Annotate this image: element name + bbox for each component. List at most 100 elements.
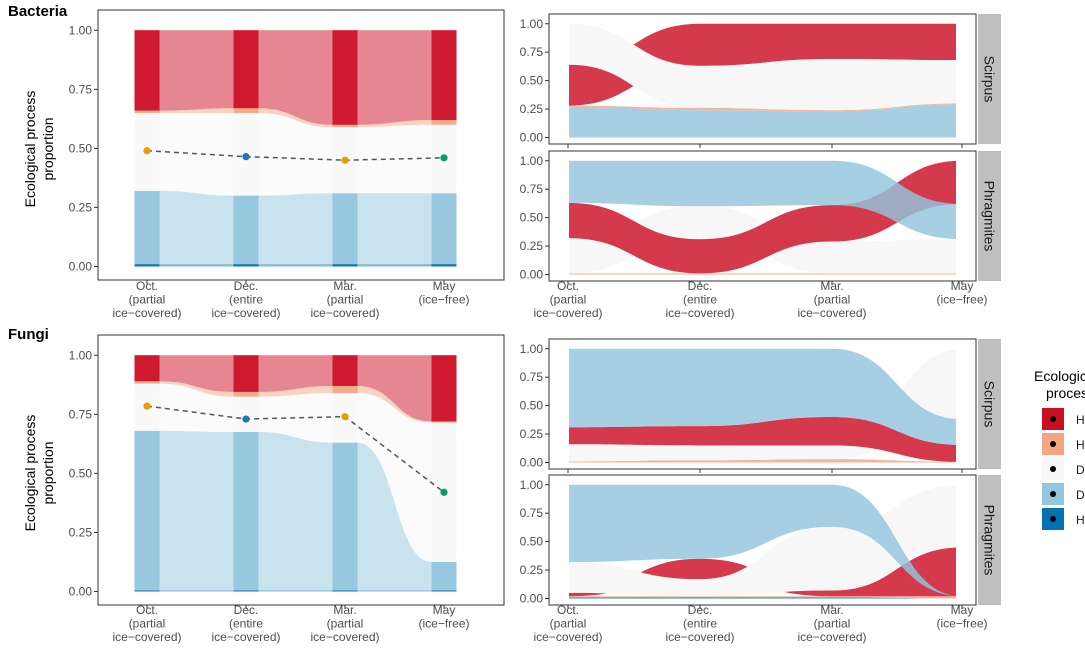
plot-border — [548, 13, 977, 145]
y-tick-label: 0.00 — [520, 592, 544, 606]
bar-hos — [332, 355, 358, 386]
legend: Ecological process HoS HD DR DL HeS — [1034, 368, 1085, 530]
x-tick-label: Mar. — [820, 603, 843, 617]
bar-hos — [134, 30, 160, 111]
bar-hd — [233, 391, 259, 397]
ylabel-line2: proportion — [40, 117, 56, 180]
y-tick-label: 0.50 — [520, 74, 544, 88]
flow-hos — [568, 160, 962, 274]
bar-dr — [233, 396, 259, 433]
y-tick-label: 0.25 — [520, 239, 544, 253]
flow-dr — [568, 23, 962, 111]
bar-dl — [431, 561, 457, 591]
x-tick-label: May — [951, 279, 974, 293]
x-tick-label: Oct. — [557, 279, 579, 293]
dr-point — [341, 156, 349, 164]
y-tick-label: 0.00 — [69, 260, 93, 274]
flow-hes — [134, 264, 457, 267]
dr-point — [341, 413, 349, 421]
facet-label: Scirpus — [982, 56, 998, 103]
legend-dot — [1050, 441, 1056, 447]
flow-hos — [134, 355, 457, 422]
y-tick-label: 0.00 — [520, 456, 544, 470]
flow-hd — [568, 103, 962, 112]
bar-dl — [134, 190, 160, 265]
dr-point — [242, 153, 250, 161]
x-tick-label: (ice−free) — [418, 293, 469, 307]
dr-point — [143, 147, 151, 155]
bar-hd — [134, 381, 160, 384]
panel-bacteria-phragmites: 0.000.250.500.751.00Oct.(partialice−cove… — [520, 150, 1001, 320]
flow-dl — [568, 348, 962, 445]
plot-border — [548, 150, 977, 282]
panel-title: Bacteria — [8, 3, 68, 20]
panel-fungi-all: Fungi Ecological process proportion 0.00… — [8, 326, 505, 644]
y-tick-label: 0.75 — [69, 407, 93, 421]
flow-hd — [568, 596, 962, 599]
x-tick-label: (ice−free) — [418, 617, 469, 631]
x-tick-label: Oct. — [557, 603, 579, 617]
x-tick-label: (partial — [814, 293, 851, 307]
x-tick-label: (partial — [550, 293, 587, 307]
bar-dl — [134, 430, 160, 591]
panel-title: Fungi — [8, 326, 49, 343]
x-tick-label: ice−covered) — [310, 630, 379, 644]
x-tick-label: (partial — [327, 617, 364, 631]
y-tick-label: 1.00 — [520, 154, 544, 168]
y-tick-label: 1.00 — [69, 348, 93, 362]
flow-dr — [134, 383, 457, 562]
x-tick-label: Dec. — [234, 279, 259, 293]
y-tick-label: 1.00 — [69, 23, 93, 37]
x-tick-label: ice−covered) — [797, 306, 866, 320]
bar-hos — [332, 30, 358, 125]
x-tick-label: ice−covered) — [310, 306, 379, 320]
flow-hos — [134, 30, 457, 125]
x-tick-label: (ice−free) — [936, 617, 987, 631]
y-tick-label: 0.25 — [520, 563, 544, 577]
legend-label: HoS — [1076, 413, 1085, 427]
x-tick-label: May — [433, 603, 456, 617]
flow-hes — [568, 597, 962, 599]
bar-hd — [431, 421, 457, 423]
x-tick-label: Dec. — [234, 603, 259, 617]
legend-dot — [1050, 516, 1056, 522]
x-tick-label: (partial — [814, 617, 851, 631]
legend-dot — [1050, 491, 1056, 497]
x-tick-label: ice−covered) — [112, 630, 181, 644]
y-tick-label: 1.00 — [520, 17, 544, 31]
y-tick-label: 0.25 — [520, 102, 544, 116]
bar-hos — [431, 30, 457, 121]
bar-hes — [431, 264, 457, 267]
y-tick-label: 0.50 — [520, 211, 544, 225]
x-tick-label: (entire — [229, 617, 263, 631]
bar-dl — [332, 442, 358, 591]
panel-fungi-scirpus: 0.00 0.25 0.50 0.75 1.00 Scirpus — [520, 338, 1001, 473]
flow-hd — [134, 381, 457, 423]
y-tick-label: 0.75 — [520, 370, 544, 384]
x-tick-label: ice−covered) — [112, 306, 181, 320]
bar-hos — [134, 355, 160, 382]
flow-hd — [568, 459, 962, 463]
bar-hes — [233, 264, 259, 267]
bar-hd — [134, 110, 160, 113]
x-tick-label: Oct. — [136, 603, 158, 617]
legend-label: DL — [1076, 488, 1085, 502]
legend-title-line2: process — [1046, 385, 1085, 401]
x-tick-label: (entire — [229, 293, 263, 307]
flow-hos — [568, 23, 962, 106]
dr-point — [143, 402, 151, 410]
flow-dl — [568, 160, 962, 240]
y-tick-label: 0.50 — [520, 535, 544, 549]
flow-hd — [568, 273, 962, 275]
legend-label: HD — [1076, 438, 1085, 452]
bar-dl — [431, 193, 457, 265]
y-tick-label: 0.25 — [69, 200, 93, 214]
x-tick-label: ice−covered) — [665, 630, 734, 644]
y-tick-label: 0.50 — [69, 466, 93, 480]
dr-trend-line — [146, 149, 445, 161]
dr-trend-line — [146, 405, 445, 493]
bar-hd — [332, 385, 358, 394]
y-tick-label: 0.25 — [520, 427, 544, 441]
bar-dl — [233, 195, 259, 265]
x-tick-label: ice−covered) — [797, 630, 866, 644]
